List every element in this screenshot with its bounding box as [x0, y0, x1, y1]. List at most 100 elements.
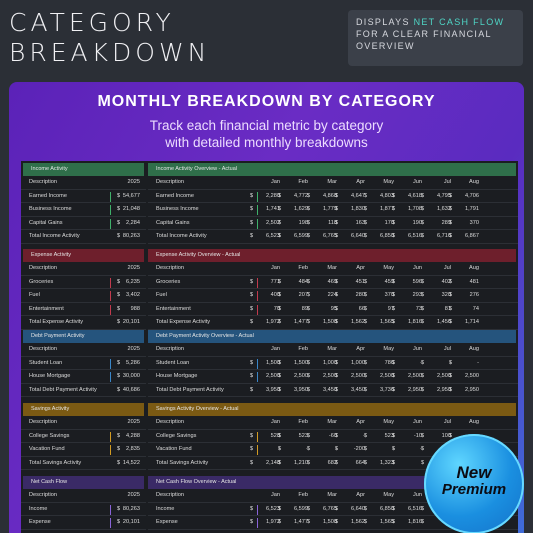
currency-symbol: $: [278, 446, 282, 452]
row-description: Groceries: [29, 278, 54, 285]
currency-symbol: $: [307, 373, 311, 379]
month-value: 1,508: [323, 519, 337, 525]
currency-symbol: $: [335, 519, 339, 525]
month-value: 89: [301, 305, 308, 312]
year-total: 4,288: [126, 432, 140, 439]
month-value: 1,456: [437, 319, 451, 325]
currency-symbol: $: [307, 305, 311, 312]
table-row[interactable]: Student Loan $5,286 Student Loan $1,500 $1,5…: [21, 357, 518, 370]
currency-symbol: $: [421, 206, 425, 212]
year-total: 30,000: [122, 373, 140, 379]
table-row[interactable]: Fuel $3,402 Fuel $400 $207 $224 $280 $370 $293 $3…: [21, 289, 518, 303]
month-value: 1,629: [294, 206, 308, 212]
category-marker: [257, 291, 258, 301]
month-value: 1,708: [408, 206, 422, 212]
row-description: Business Income: [29, 206, 72, 212]
month-value: 771: [270, 278, 280, 285]
column-header-month: Jan: [270, 265, 280, 271]
month-value: -: [363, 432, 365, 439]
column-header-row: Description 2025 Description Jan Feb Mar Apr Ma…: [21, 262, 518, 276]
currency-symbol: $: [307, 292, 311, 298]
category-marker: [257, 304, 258, 315]
currency-symbol: $: [117, 292, 121, 298]
month-value: 596: [412, 278, 422, 285]
month-value: 4,618: [408, 192, 422, 199]
currency-symbol: $: [335, 233, 339, 239]
month-value: 276: [469, 292, 479, 298]
column-header-month: Mar: [327, 346, 337, 352]
currency-symbol: $: [421, 505, 425, 512]
column-header-month: Jul: [443, 346, 451, 352]
month-value: -200: [353, 446, 365, 452]
column-header-description: Description: [29, 346, 57, 352]
column-header-description: Description: [29, 419, 57, 425]
table-row[interactable]: Income $80,263 Income $6,523 $6,599 $6,765 $6,…: [21, 503, 518, 516]
currency-symbol: $: [449, 432, 453, 439]
category-marker: [257, 277, 258, 288]
row-description: Earned Income: [156, 192, 194, 199]
month-value: 73: [415, 305, 422, 312]
currency-symbol: $: [278, 219, 282, 226]
month-value: 1,500: [294, 359, 308, 366]
callout-pre: DISPLAYS: [356, 17, 414, 27]
category-marker: [110, 445, 111, 455]
table-row[interactable]: Total Expense Activity $20,101 Total Expen…: [21, 316, 518, 330]
month-value: 1,714: [465, 319, 479, 325]
month-value: 4,772: [294, 192, 308, 199]
month-value: 370: [469, 219, 479, 226]
currency-symbol: $: [307, 359, 311, 366]
currency-symbol: $: [335, 446, 339, 452]
column-header-month: Jul: [443, 419, 451, 425]
currency-symbol: $: [364, 519, 368, 525]
section-left-title: Savings Activity: [23, 403, 144, 416]
column-separator: [146, 476, 148, 530]
table-row[interactable]: Total Savings Activity $14,522 Total Savin…: [21, 457, 518, 470]
category-marker: [110, 218, 111, 229]
table-row[interactable]: House Mortgage $30,000 House Mortgage $2,50…: [21, 370, 518, 384]
row-description: Vacation Fund: [156, 446, 192, 452]
month-value: 1,323: [380, 459, 394, 466]
table-row[interactable]: Entertainment $988 Entertainment $70 $89 $95 $…: [21, 303, 518, 316]
currency-symbol: $: [117, 446, 121, 452]
row-description: Total Debt Payment Activity: [29, 386, 97, 393]
month-value: -60: [328, 432, 337, 439]
table-row[interactable]: Earned Income $54,677 Earned Income $2,280 $…: [21, 190, 518, 203]
column-header-description: Description: [156, 179, 184, 185]
currency-symbol: $: [421, 459, 425, 466]
table-row[interactable]: Capital Gains $2,284 Capital Gains $2,502 $1…: [21, 217, 518, 230]
month-value: 1,500: [266, 359, 280, 366]
month-value: 2,280: [266, 192, 280, 199]
month-value: 1,562: [351, 519, 365, 525]
table-row[interactable]: Total Income Activity $80,263 Total Income…: [21, 230, 518, 244]
row-description: Income: [156, 505, 175, 512]
month-value: 3,950: [266, 386, 280, 393]
currency-symbol: $: [250, 278, 254, 285]
currency-symbol: $: [278, 519, 282, 525]
currency-symbol: $: [364, 505, 368, 512]
currency-symbol: $: [392, 219, 396, 226]
row-description: College Savings: [29, 432, 70, 439]
currency-symbol: $: [449, 386, 453, 393]
table-row[interactable]: Expense $20,101 Expense $1,972 $1,477 $1,508 $…: [21, 516, 518, 530]
table-row[interactable]: Total Debt Payment Activity $40,686 Total …: [21, 384, 518, 397]
currency-symbol: $: [421, 292, 425, 298]
currency-symbol: $: [278, 373, 282, 379]
month-value: 320: [441, 292, 451, 298]
currency-symbol: $: [250, 505, 254, 512]
currency-symbol: $: [117, 386, 121, 393]
month-value: 2,500: [408, 373, 422, 379]
month-value: 1,565: [380, 519, 394, 525]
column-header-month: Jul: [443, 265, 451, 271]
month-value: 6,716: [437, 233, 451, 239]
column-header-month: Aug: [469, 419, 479, 425]
table-row[interactable]: Business Income $21,048 Business Income $1,…: [21, 203, 518, 217]
table-row[interactable]: Groceries $6,235 Groceries $771 $484 $469 $451…: [21, 276, 518, 289]
currency-symbol: $: [392, 359, 396, 366]
month-value: 1,791: [465, 206, 479, 212]
month-value: -10: [413, 432, 422, 439]
currency-symbol: $: [250, 219, 254, 226]
month-value: 293: [412, 292, 422, 298]
month-value: 402: [441, 278, 451, 285]
table-row[interactable]: College Savings $4,288 College Savings $528…: [21, 430, 518, 443]
month-value: 4,795: [437, 192, 451, 199]
